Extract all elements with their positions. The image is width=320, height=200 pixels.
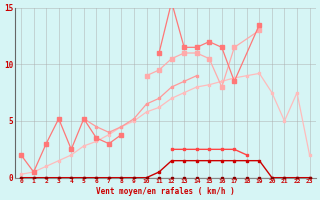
X-axis label: Vent moyen/en rafales ( km/h ): Vent moyen/en rafales ( km/h )	[96, 187, 235, 196]
